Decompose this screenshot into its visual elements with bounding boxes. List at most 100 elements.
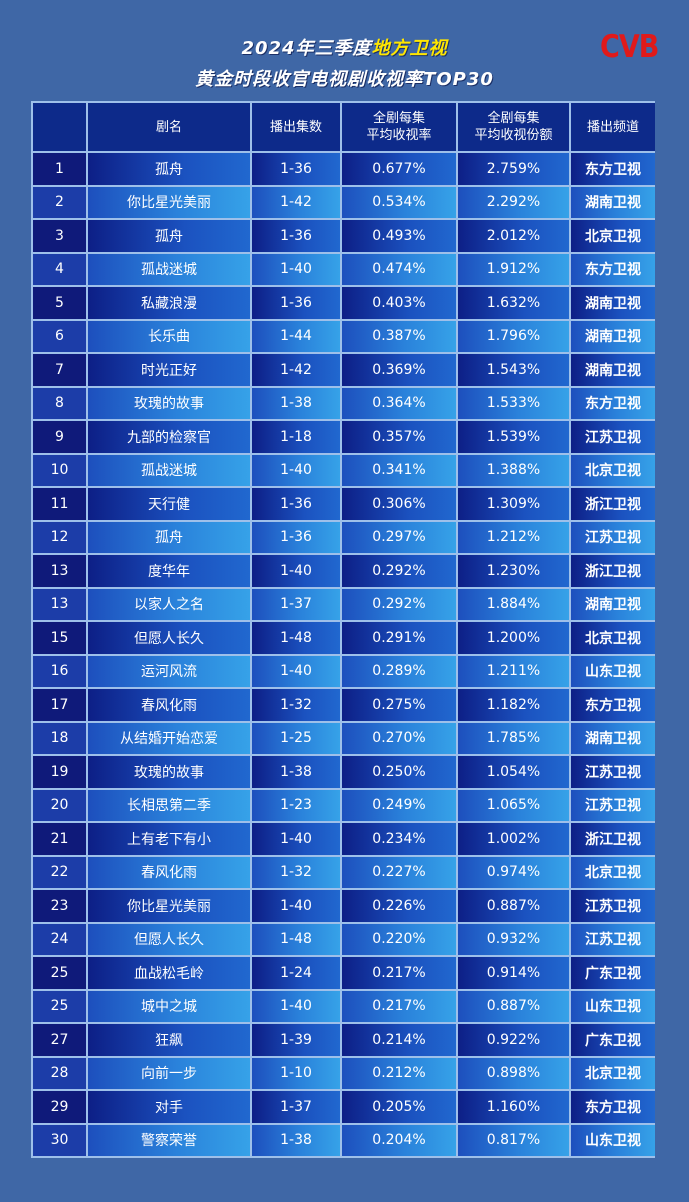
cell-ch: 北京卫视 (569, 452, 655, 488)
cell-name: 向前一步 (86, 1055, 252, 1091)
title-prefix: 2024年三季度 (241, 38, 372, 59)
cell-name: 但愿人长久 (86, 620, 252, 656)
cell-rank: 19 (31, 754, 88, 790)
table-row: 8 玫瑰的故事 1-38 0.364% 1.533% 东方卫视 (31, 385, 655, 421)
col-header-episodes: 播出集数 (250, 101, 342, 153)
cell-episodes: 1-48 (250, 620, 342, 656)
cell-share: 2.012% (456, 218, 571, 254)
cell-share: 1.533% (456, 385, 571, 421)
cell-rating: 0.677% (340, 151, 458, 187)
cell-name: 孤战迷城 (86, 452, 252, 488)
cell-episodes: 1-40 (250, 452, 342, 488)
cell-rank: 2 (31, 184, 88, 220)
cell-ch: 浙江卫视 (569, 821, 655, 857)
cell-episodes: 1-36 (250, 218, 342, 254)
table-row: 24 但愿人长久 1-48 0.220% 0.932% 江苏卫视 (31, 921, 655, 957)
cell-share: 1.388% (456, 452, 571, 488)
cell-episodes: 1-10 (250, 1055, 342, 1091)
cell-episodes: 1-36 (250, 519, 342, 555)
cell-rating: 0.249% (340, 787, 458, 823)
cell-rating: 0.226% (340, 888, 458, 924)
cell-name: 春风化雨 (86, 687, 252, 723)
cell-share: 1.543% (456, 352, 571, 388)
cell-ch: 湖南卫视 (569, 318, 655, 354)
table-row: 21 上有老下有小 1-40 0.234% 1.002% 浙江卫视 (31, 821, 655, 857)
cell-ch: 湖南卫视 (569, 184, 655, 220)
cell-rank: 25 (31, 988, 88, 1024)
cell-share: 2.292% (456, 184, 571, 220)
table-row: 11 天行健 1-36 0.306% 1.309% 浙江卫视 (31, 486, 655, 522)
cell-share: 0.914% (456, 955, 571, 991)
table-row: 27 狂飙 1-39 0.214% 0.922% 广东卫视 (31, 1022, 655, 1058)
cell-share: 1.211% (456, 653, 571, 689)
cell-name: 血战松毛岭 (86, 955, 252, 991)
cell-name: 九部的检察官 (86, 419, 252, 455)
cell-rank: 24 (31, 921, 88, 957)
cell-rating: 0.217% (340, 988, 458, 1024)
cell-ch: 江苏卫视 (569, 921, 655, 957)
table-row: 2 你比星光美丽 1-42 0.534% 2.292% 湖南卫视 (31, 184, 655, 220)
cell-name: 以家人之名 (86, 586, 252, 622)
cell-rank: 1 (31, 151, 88, 187)
cell-rank: 21 (31, 821, 88, 857)
cell-rating: 0.234% (340, 821, 458, 857)
cell-rank: 23 (31, 888, 88, 924)
col-header-channel: 播出频道 (569, 101, 655, 153)
cell-name: 从结婚开始恋爱 (86, 720, 252, 756)
header: 2024年三季度地方卫视 黄金时段收官电视剧收视率TOP30 CVB (0, 0, 689, 100)
cell-episodes: 1-36 (250, 151, 342, 187)
table-row: 15 但愿人长久 1-48 0.291% 1.200% 北京卫视 (31, 620, 655, 656)
cell-rank: 17 (31, 687, 88, 723)
title-highlight: 地方卫视 (371, 38, 448, 59)
cell-rank: 4 (31, 251, 88, 287)
cell-share: 0.898% (456, 1055, 571, 1091)
cell-episodes: 1-37 (250, 586, 342, 622)
cell-share: 1.200% (456, 620, 571, 656)
cell-rank: 13 (31, 553, 88, 589)
cell-name: 私藏浪漫 (86, 285, 252, 321)
table-row: 4 孤战迷城 1-40 0.474% 1.912% 东方卫视 (31, 251, 655, 287)
cell-ch: 湖南卫视 (569, 352, 655, 388)
cell-name: 长乐曲 (86, 318, 252, 354)
cell-rank: 3 (31, 218, 88, 254)
cell-ch: 湖南卫视 (569, 720, 655, 756)
cell-share: 1.884% (456, 586, 571, 622)
page-subtitle: 黄金时段收官电视剧收视率TOP30 (195, 69, 494, 90)
cell-name: 上有老下有小 (86, 821, 252, 857)
table-row: 30 警察荣誉 1-38 0.204% 0.817% 山东卫视 (31, 1122, 655, 1158)
table-row: 25 城中之城 1-40 0.217% 0.887% 山东卫视 (31, 988, 655, 1024)
cell-rank: 28 (31, 1055, 88, 1091)
cell-name: 长相思第二季 (86, 787, 252, 823)
cell-rank: 29 (31, 1089, 88, 1125)
cell-rating: 0.289% (340, 653, 458, 689)
table-row: 23 你比星光美丽 1-40 0.226% 0.887% 江苏卫视 (31, 888, 655, 924)
cell-episodes: 1-40 (250, 821, 342, 857)
cell-rank: 18 (31, 720, 88, 756)
cell-rank: 16 (31, 653, 88, 689)
cell-rank: 11 (31, 486, 88, 522)
cell-rank: 27 (31, 1022, 88, 1058)
cell-rating: 0.387% (340, 318, 458, 354)
cell-rank: 20 (31, 787, 88, 823)
cell-rating: 0.292% (340, 586, 458, 622)
cell-name: 警察荣誉 (86, 1122, 252, 1158)
cell-episodes: 1-37 (250, 1089, 342, 1125)
cell-name: 天行健 (86, 486, 252, 522)
cell-ch: 湖南卫视 (569, 586, 655, 622)
cell-ch: 北京卫视 (569, 1055, 655, 1091)
cell-share: 0.922% (456, 1022, 571, 1058)
cell-ch: 北京卫视 (569, 620, 655, 656)
cell-ch: 浙江卫视 (569, 553, 655, 589)
table-row: 16 运河风流 1-40 0.289% 1.211% 山东卫视 (31, 653, 655, 689)
cell-episodes: 1-23 (250, 787, 342, 823)
cell-rating: 0.357% (340, 419, 458, 455)
cell-share: 1.309% (456, 486, 571, 522)
cell-episodes: 1-38 (250, 1122, 342, 1158)
cell-rank: 13 (31, 586, 88, 622)
cell-rank: 8 (31, 385, 88, 421)
cell-episodes: 1-25 (250, 720, 342, 756)
cell-episodes: 1-40 (250, 251, 342, 287)
cell-ch: 东方卫视 (569, 251, 655, 287)
cell-rank: 6 (31, 318, 88, 354)
table-row: 13 度华年 1-40 0.292% 1.230% 浙江卫视 (31, 553, 655, 589)
